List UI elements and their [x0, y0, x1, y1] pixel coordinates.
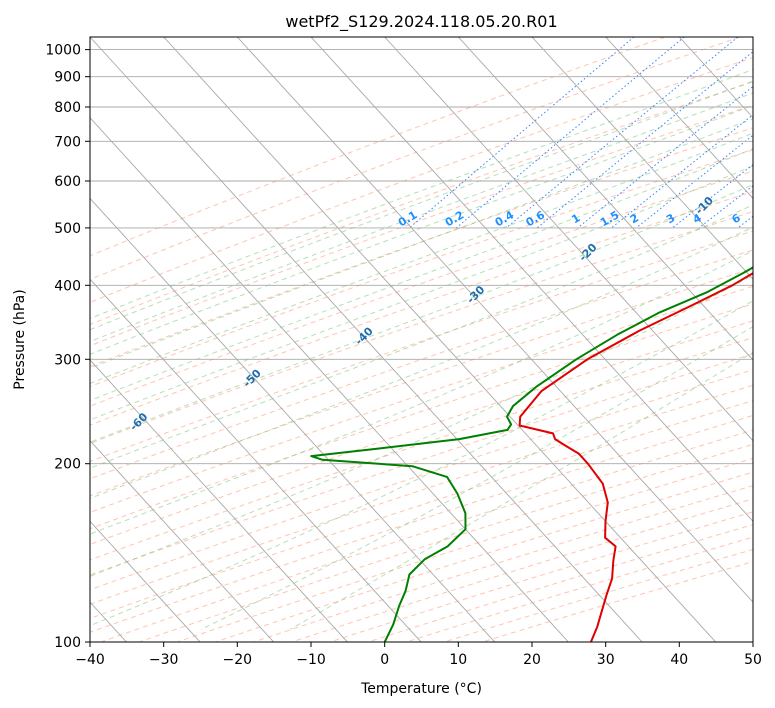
isotherm — [90, 278, 422, 642]
dry-adiabat — [90, 81, 753, 326]
isotherm — [90, 37, 643, 642]
isotherm — [90, 117, 569, 642]
isotherm — [90, 359, 348, 642]
y-tick-label: 600 — [54, 174, 81, 190]
isotherm — [384, 37, 753, 442]
x-tick-label: 10 — [449, 652, 467, 668]
x-tick-label: 50 — [744, 652, 762, 668]
mixing-ratio-line — [611, 114, 753, 229]
mixing-ratio-line — [505, 37, 739, 229]
y-tick-label: 300 — [54, 352, 81, 368]
dry-adiabat — [253, 485, 753, 642]
data-lines — [310, 266, 753, 642]
y-tick-label: 800 — [54, 100, 81, 116]
x-tick-label: −10 — [296, 652, 326, 668]
x-tick-label: −20 — [223, 652, 253, 668]
x-tick-label: 20 — [523, 652, 541, 668]
mixing-ratio-line — [672, 163, 753, 229]
y-tick-label: 1000 — [45, 43, 81, 59]
x-tick-label: −30 — [149, 652, 179, 668]
y-axis: 1000 900 800 700 600 500 400 300 200 100 — [45, 43, 90, 651]
dry-adiabat — [90, 190, 753, 426]
moist-adiabat — [90, 250, 753, 535]
dry-adiabat — [90, 353, 753, 576]
mixing-ratio-line — [536, 50, 753, 229]
isotherm — [90, 197, 496, 642]
isotherm — [457, 37, 753, 361]
y-tick-label: 700 — [54, 134, 81, 150]
isotherm — [163, 37, 717, 642]
x-tick-label: 40 — [670, 652, 688, 668]
moist-adiabat — [90, 184, 753, 443]
y-tick-label: 200 — [54, 457, 81, 473]
dry-adiabat — [138, 443, 753, 642]
dry-adiabat — [90, 414, 753, 633]
dry-adiabat — [90, 267, 753, 497]
plot-frame — [89, 36, 754, 643]
x-tick-label: 30 — [597, 652, 615, 668]
dry-adiabat — [329, 511, 753, 642]
y-tick-label: 500 — [54, 221, 81, 237]
dry-adiabat — [90, 104, 753, 347]
y-tick-label: 400 — [54, 278, 81, 294]
dry-adiabat — [406, 536, 753, 642]
moist-adiabat — [289, 351, 753, 630]
dry-adiabat — [90, 384, 753, 605]
moist-adiabat — [90, 80, 753, 331]
x-axis-label: Temperature (°C) — [360, 681, 482, 697]
moist-adiabat — [90, 300, 753, 627]
y-tick-label: 900 — [54, 70, 81, 86]
dry-adiabat — [215, 471, 753, 642]
isotherm — [90, 439, 275, 642]
dry-adiabat — [90, 210, 753, 445]
dewpoint-line — [310, 266, 753, 642]
isotherm — [531, 37, 753, 280]
chart-title: wetPf2_S129.2024.118.05.20.R01 — [285, 12, 557, 32]
y-axis-label: Pressure (hPa) — [12, 289, 28, 389]
moist-adiabat — [90, 92, 753, 343]
isotherm — [90, 520, 201, 642]
moist-adiabat — [90, 132, 753, 384]
moist-adiabat — [90, 226, 753, 499]
mixing-ratio-line — [455, 37, 685, 229]
dry-adiabat — [90, 127, 753, 368]
dry-adiabat — [90, 57, 753, 303]
background-lines — [90, 37, 753, 642]
y-tick-label: 100 — [54, 635, 81, 651]
moist-adiabat — [90, 69, 753, 320]
x-axis: −40 −30 −20 −10 0 10 20 30 40 50 — [75, 642, 762, 668]
x-tick-label: 0 — [380, 652, 389, 668]
x-tick-label: −40 — [75, 652, 105, 668]
isotherm — [236, 37, 753, 603]
dry-adiabat — [90, 337, 753, 561]
temperature-line — [518, 271, 753, 642]
moist-adiabat — [90, 204, 753, 469]
isotherm — [310, 37, 753, 523]
dry-adiabat — [90, 37, 740, 281]
isotherm — [605, 37, 753, 200]
